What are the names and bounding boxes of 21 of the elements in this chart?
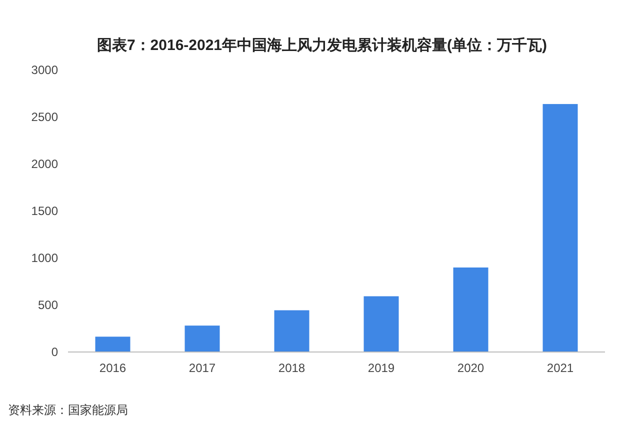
- y-tick-label: 2000: [31, 157, 58, 171]
- bar: [453, 267, 488, 352]
- text: 资料来源：国家能源局: [8, 403, 128, 417]
- y-tick-label: 1000: [31, 251, 58, 265]
- bar: [184, 326, 220, 352]
- x-tick-label: 2018: [278, 361, 306, 375]
- x-tick-label: 2017: [188, 361, 216, 375]
- y-tick-label: 3000: [31, 63, 58, 77]
- bar: [95, 336, 130, 352]
- y-tick-label: 500: [38, 298, 58, 312]
- bar: [364, 296, 399, 352]
- x-tick-label: 2021: [546, 361, 574, 375]
- chart-title: 图表7：2016-2021年中国海上风力发电累计装机容量(单位：万千瓦): [96, 36, 548, 54]
- y-tick-label: 2500: [31, 110, 58, 124]
- y-tick-label: 1500: [31, 204, 58, 218]
- x-tick-label: 2016: [99, 361, 126, 375]
- x-tick-label: 2020: [457, 361, 484, 375]
- x-tick-label: 2019: [368, 361, 395, 375]
- bar: [274, 310, 310, 352]
- bar: [542, 104, 578, 352]
- y-tick-label: 0: [51, 345, 58, 359]
